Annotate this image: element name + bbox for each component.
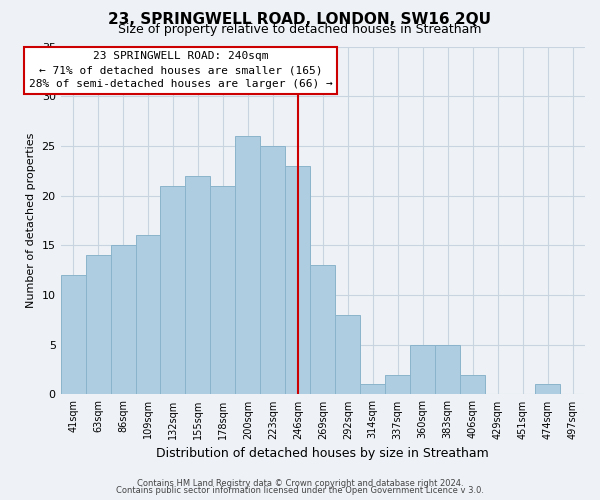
Bar <box>286 166 310 394</box>
Bar <box>335 315 360 394</box>
Bar <box>385 374 410 394</box>
X-axis label: Distribution of detached houses by size in Streatham: Distribution of detached houses by size … <box>157 447 489 460</box>
Bar <box>310 265 335 394</box>
Bar <box>360 384 385 394</box>
Bar <box>160 186 185 394</box>
Text: 23, SPRINGWELL ROAD, LONDON, SW16 2QU: 23, SPRINGWELL ROAD, LONDON, SW16 2QU <box>109 12 491 26</box>
Bar <box>435 344 460 395</box>
Bar <box>61 275 86 394</box>
Bar <box>460 374 485 394</box>
Bar <box>260 146 286 394</box>
Bar <box>211 186 235 394</box>
Bar <box>185 176 211 394</box>
Bar <box>136 236 160 394</box>
Y-axis label: Number of detached properties: Number of detached properties <box>26 133 36 308</box>
Text: Contains HM Land Registry data © Crown copyright and database right 2024.: Contains HM Land Registry data © Crown c… <box>137 478 463 488</box>
Bar <box>535 384 560 394</box>
Text: Size of property relative to detached houses in Streatham: Size of property relative to detached ho… <box>118 24 482 36</box>
Bar <box>410 344 435 395</box>
Bar <box>86 256 110 394</box>
Text: 23 SPRINGWELL ROAD: 240sqm
← 71% of detached houses are smaller (165)
28% of sem: 23 SPRINGWELL ROAD: 240sqm ← 71% of deta… <box>29 52 332 90</box>
Text: Contains public sector information licensed under the Open Government Licence v : Contains public sector information licen… <box>116 486 484 495</box>
Bar <box>110 246 136 394</box>
Bar <box>235 136 260 394</box>
